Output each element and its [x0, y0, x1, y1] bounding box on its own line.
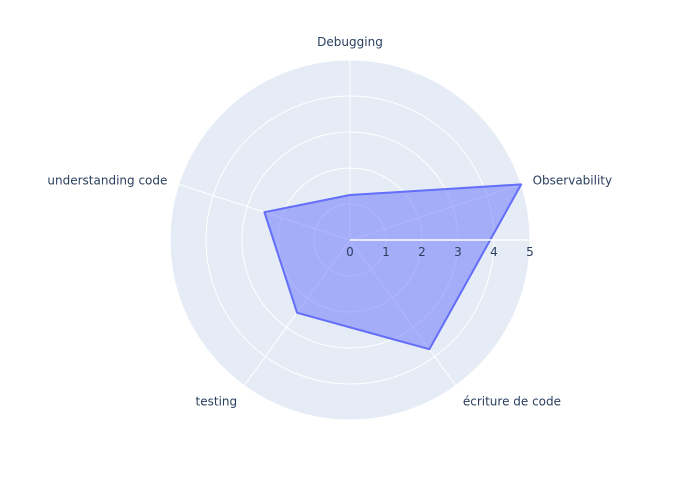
radial-tick-label: 2	[418, 245, 426, 259]
radial-axis: 0 1 2 3 4 5	[346, 239, 534, 259]
radial-tick-label: 5	[526, 245, 534, 259]
radial-tick-label: 0	[346, 245, 354, 259]
radial-tick-label: 1	[382, 245, 390, 259]
angular-axis-labels: Debugging Observability écriture de code te…	[47, 35, 612, 408]
angular-axis-label: understanding code	[47, 174, 167, 188]
angular-axis-label: testing	[196, 394, 238, 408]
radial-tick-label: 3	[454, 245, 462, 259]
angular-axis-label: Debugging	[317, 35, 383, 49]
angular-axis-label: écriture de code	[463, 394, 561, 408]
series-area	[263, 183, 523, 351]
radial-tick-label: 4	[490, 245, 498, 259]
angular-axis-label: Observability	[533, 174, 613, 188]
series-layer	[263, 183, 523, 351]
